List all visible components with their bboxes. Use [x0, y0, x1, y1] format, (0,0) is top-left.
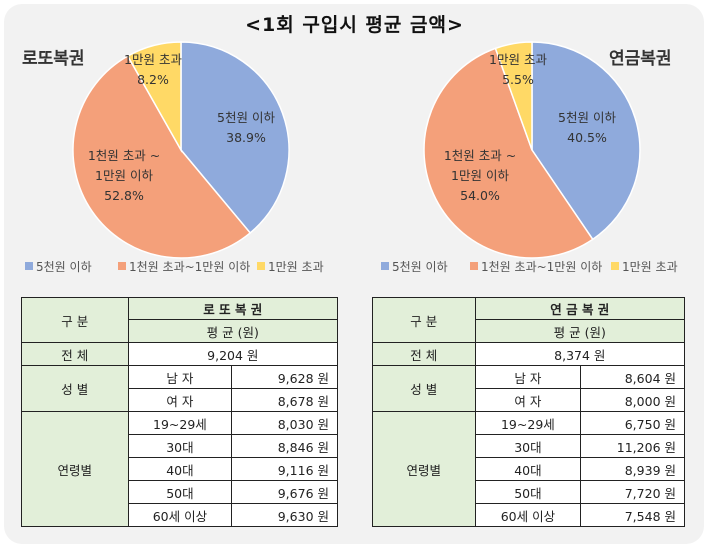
legend-swatch: [118, 262, 126, 270]
age-label: 연령별: [372, 411, 476, 527]
avg-header: 평 균 (원): [127, 319, 339, 343]
legend-label: 1만원 초과: [622, 260, 678, 274]
legend-label: 1만원 초과: [268, 260, 324, 274]
legend-pension: 5천원 이하 1천원 초과~1만원 이하 1만원 초과: [381, 259, 678, 274]
slice-data-label: 1만원 초과 8.2%: [124, 52, 182, 87]
legend-label: 1천원 초과~1만원 이하: [481, 259, 602, 274]
row-label: 여 자: [127, 388, 233, 412]
row-label: 50대: [474, 480, 582, 504]
pie-title-lotto: 로또복권: [22, 49, 85, 69]
pie-charts-area: 로또복권 연금복권 5천원 이하 38.9% 1천원 초과 ~1만원 이하 52.8%…: [22, 41, 678, 274]
pie-slice: [494, 41, 533, 151]
table-lotto: 구 분 로 또 복 권 평 균 (원) 전 체 9,204 원 성 별 남 자 …: [21, 297, 339, 527]
row-value: 7,720 원: [580, 480, 685, 504]
total-value: 9,204 원: [127, 342, 339, 366]
legend-swatch: [25, 262, 33, 270]
pie-chart-lotto: 5천원 이하 38.9% 1천원 초과 ~1만원 이하 52.8% 1만원 초과 8.2%: [72, 41, 290, 259]
row-label: 30대: [127, 434, 233, 458]
legend-swatch: [470, 262, 478, 270]
pie-slice: [423, 47, 594, 259]
legend-label: 5천원 이하: [392, 259, 448, 274]
page-title: <1회 구입시 평균 금액>: [245, 14, 464, 36]
legend-lotto: 5천원 이하 1천원 초과~1만원 이하 1만원 초과: [25, 259, 324, 274]
col-header: 구 분: [372, 297, 476, 343]
row-label: 30대: [474, 434, 582, 458]
row-value: 8,678 원: [231, 388, 338, 412]
row-value: 9,630 원: [231, 503, 338, 527]
total-label: 전 체: [372, 342, 476, 366]
row-value: 6,750 원: [580, 411, 685, 435]
slice-data-label: 5천원 이하 40.5%: [558, 110, 616, 145]
slice-data-label: 1천원 초과 ~1만원 이하 54.0%: [444, 148, 516, 203]
total-value: 8,374 원: [474, 342, 686, 366]
pie-slice: [72, 55, 252, 259]
pie-slice: [180, 41, 290, 235]
slice-data-label: 5천원 이하 38.9%: [217, 110, 275, 145]
age-label: 연령별: [21, 411, 129, 527]
row-label: 40대: [474, 457, 582, 481]
pie-slice: [126, 41, 182, 153]
row-label: 남 자: [474, 365, 582, 389]
total-label: 전 체: [21, 342, 129, 366]
legend-swatch: [381, 262, 389, 270]
row-label: 19~29세: [127, 411, 233, 435]
product-header: 연 금 복 권: [474, 297, 686, 320]
pie-title-pension: 연금복권: [609, 49, 672, 69]
slice-data-label: 1천원 초과 ~1만원 이하 52.8%: [88, 148, 160, 203]
row-label: 40대: [127, 457, 233, 481]
row-label: 남 자: [127, 365, 233, 389]
col-header: 구 분: [21, 297, 129, 343]
row-label: 50대: [127, 480, 233, 504]
legend-label: 1천원 초과~1만원 이하: [129, 259, 250, 274]
pie-slice: [531, 41, 641, 241]
row-label: 60세 이상: [474, 503, 582, 527]
gender-label: 성 별: [21, 365, 129, 412]
row-value: 9,676 원: [231, 480, 338, 504]
row-label: 여 자: [474, 388, 582, 412]
product-header: 로 또 복 권: [127, 297, 339, 320]
row-value: 9,628 원: [231, 365, 338, 389]
row-value: 8,939 원: [580, 457, 685, 481]
row-value: 8,000 원: [580, 388, 685, 412]
slice-data-label: 1만원 초과 5.5%: [489, 52, 547, 87]
row-value: 8,604 원: [580, 365, 685, 389]
row-value: 11,206 원: [580, 434, 685, 458]
legend-swatch: [611, 262, 619, 270]
row-value: 8,846 원: [231, 434, 338, 458]
legend-label: 5천원 이하: [36, 259, 92, 274]
gender-label: 성 별: [372, 365, 476, 412]
legend-swatch: [257, 262, 265, 270]
avg-header: 평 균 (원): [474, 319, 686, 343]
pie-chart-pension: 5천원 이하 40.5% 1천원 초과 ~1만원 이하 54.0% 1만원 초과 5.5%: [423, 41, 641, 259]
row-value: 7,548 원: [580, 503, 685, 527]
row-label: 19~29세: [474, 411, 582, 435]
row-value: 8,030 원: [231, 411, 338, 435]
table-pension: 구 분 연 금 복 권 평 균 (원) 전 체 8,374 원 성 별 남 자 …: [372, 297, 686, 527]
row-value: 9,116 원: [231, 457, 338, 481]
row-label: 60세 이상: [127, 503, 233, 527]
